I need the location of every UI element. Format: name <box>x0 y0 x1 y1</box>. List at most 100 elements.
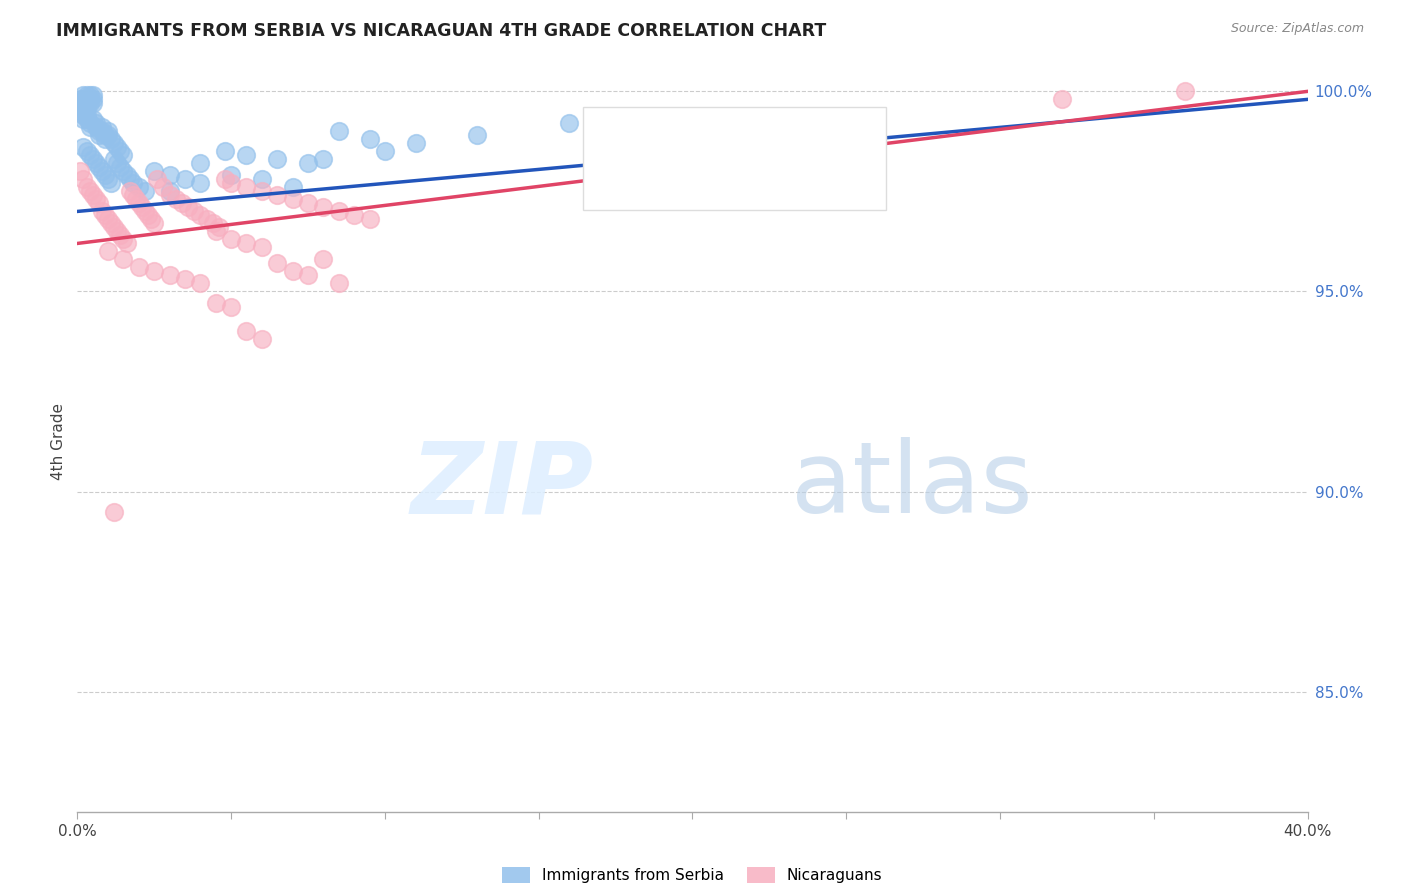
Point <box>118 172 141 186</box>
Point <box>72 108 94 122</box>
Point <box>235 325 257 339</box>
Point <box>188 277 212 291</box>
Point <box>250 185 273 199</box>
Point <box>69 100 91 114</box>
Point <box>97 172 120 186</box>
Point <box>235 180 257 194</box>
Point <box>343 209 366 223</box>
Point <box>79 185 101 199</box>
Text: N =: N = <box>759 174 796 192</box>
Point <box>105 156 128 170</box>
Point <box>79 120 101 135</box>
Point <box>328 124 350 138</box>
Point <box>100 177 122 191</box>
Point <box>297 156 319 170</box>
Point <box>87 196 110 211</box>
Point <box>266 188 288 202</box>
Text: 0.369: 0.369 <box>696 125 752 143</box>
Point <box>195 212 218 227</box>
FancyBboxPatch shape <box>583 107 886 210</box>
Point <box>105 140 128 154</box>
Point <box>312 153 335 167</box>
Point <box>90 204 114 219</box>
Point <box>76 108 98 122</box>
Point <box>374 145 396 159</box>
Point <box>143 164 166 178</box>
Point <box>112 232 135 246</box>
Point <box>281 193 304 207</box>
Point <box>219 169 242 183</box>
Point <box>250 172 273 186</box>
Text: N =: N = <box>759 125 796 143</box>
Point <box>115 236 138 251</box>
Bar <box>596 118 636 150</box>
Point <box>82 153 104 167</box>
Point <box>128 260 150 275</box>
Point <box>174 272 197 286</box>
Point <box>146 172 169 186</box>
Point <box>128 180 150 194</box>
Point <box>204 224 226 238</box>
Point <box>152 180 174 194</box>
Point <box>103 153 125 167</box>
Point <box>79 116 101 130</box>
Point <box>359 212 381 227</box>
Point <box>72 92 94 106</box>
Point <box>97 212 120 227</box>
Point <box>76 92 98 106</box>
Bar <box>596 167 636 199</box>
Point <box>143 264 166 278</box>
Point <box>281 180 304 194</box>
Point <box>183 204 205 219</box>
Point <box>250 240 273 254</box>
Point <box>214 172 236 186</box>
Point <box>312 201 335 215</box>
Point <box>134 204 156 219</box>
Point <box>405 136 427 151</box>
Point <box>76 180 98 194</box>
Point <box>328 204 350 219</box>
Point <box>1174 84 1197 98</box>
Point <box>82 112 104 127</box>
Point <box>651 120 673 135</box>
Y-axis label: 4th Grade: 4th Grade <box>51 403 66 480</box>
Point <box>90 164 114 178</box>
Point <box>297 196 319 211</box>
Point <box>125 193 148 207</box>
Point <box>84 120 107 135</box>
Point <box>103 136 125 151</box>
Point <box>170 196 193 211</box>
Point <box>134 185 156 199</box>
Point <box>90 120 114 135</box>
Point <box>82 88 104 103</box>
Point <box>79 92 101 106</box>
Point <box>76 100 98 114</box>
Legend: Immigrants from Serbia, Nicaraguans: Immigrants from Serbia, Nicaraguans <box>496 861 889 889</box>
Point <box>94 132 117 146</box>
Point <box>250 333 273 347</box>
Point <box>112 252 135 267</box>
Point <box>69 92 91 106</box>
Point <box>103 505 125 519</box>
Point <box>76 88 98 103</box>
Point <box>558 116 581 130</box>
Point <box>72 140 94 154</box>
Point <box>84 156 107 170</box>
Point <box>82 96 104 111</box>
Text: 79: 79 <box>807 125 832 143</box>
Point <box>208 220 231 235</box>
Point <box>235 236 257 251</box>
Point <box>188 209 212 223</box>
Point <box>177 201 200 215</box>
Point <box>141 212 163 227</box>
Text: IMMIGRANTS FROM SERBIA VS NICARAGUAN 4TH GRADE CORRELATION CHART: IMMIGRANTS FROM SERBIA VS NICARAGUAN 4TH… <box>56 22 827 40</box>
Text: R =: R = <box>647 174 683 192</box>
Point <box>112 164 135 178</box>
Point <box>281 264 304 278</box>
Point <box>72 172 94 186</box>
Point <box>121 177 143 191</box>
Point <box>76 112 98 127</box>
Point <box>79 96 101 111</box>
Point <box>90 124 114 138</box>
Point <box>69 96 91 111</box>
